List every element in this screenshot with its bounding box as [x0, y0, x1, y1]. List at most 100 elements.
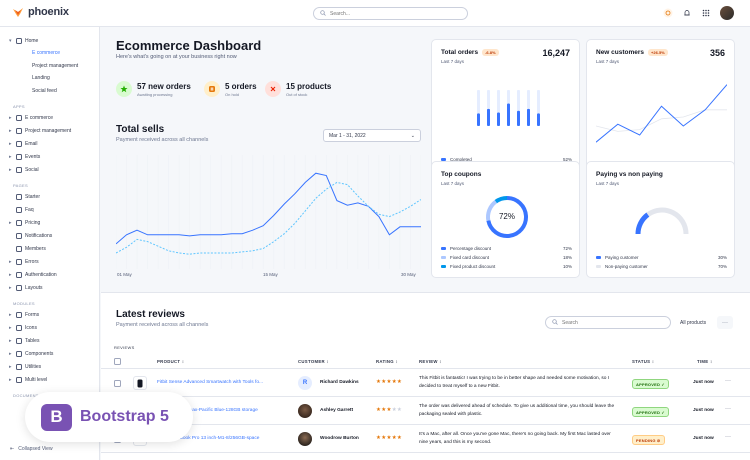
- reviews-search-input[interactable]: [562, 319, 662, 326]
- row-checkbox[interactable]: [114, 380, 121, 387]
- brand-logo[interactable]: phoenix: [12, 6, 69, 18]
- sidebar-item-notifications[interactable]: Notifications: [0, 229, 99, 242]
- sidebar-item-authentication[interactable]: ▸ Authentication: [0, 268, 99, 281]
- sidebar-item-icons[interactable]: ▸ Icons: [0, 321, 99, 334]
- row-actions-button[interactable]: ···: [725, 406, 731, 412]
- sidebar-item-faq[interactable]: Faq: [0, 203, 99, 216]
- customer-name[interactable]: Ashley Garrett: [320, 408, 354, 413]
- sidebar-item-members[interactable]: Members: [0, 242, 99, 255]
- stat-label: Out of stock: [286, 91, 308, 97]
- select-all-checkbox[interactable]: [114, 358, 121, 365]
- legend-value: 72%: [562, 246, 572, 251]
- sidebar-subitem-project-management[interactable]: Project management: [32, 62, 79, 69]
- legend-value: 10%: [562, 264, 572, 269]
- chevron-right-icon: ▸: [9, 337, 12, 344]
- home-icon: [16, 37, 22, 44]
- customer-avatar: [298, 432, 312, 446]
- row-actions-button[interactable]: ···: [725, 378, 731, 384]
- sidebar-item-starter[interactable]: Starter: [0, 190, 99, 203]
- column-header-rating[interactable]: RATING ↕: [376, 359, 398, 364]
- bell-icon[interactable]: [682, 8, 692, 18]
- sidebar-item-label: Errors: [25, 258, 39, 265]
- more-options-button[interactable]: ···: [717, 316, 733, 329]
- sidebar-item-components[interactable]: ▸ Components: [0, 347, 99, 360]
- compass-icon: [16, 193, 22, 200]
- column-header-time[interactable]: TIME ↕: [697, 359, 713, 364]
- sidebar-item-project-management[interactable]: ▸ Project management: [0, 124, 99, 137]
- sidebar-item-layouts[interactable]: ▸ Layouts: [0, 281, 99, 294]
- stat-on-hold: 5 orders On hold: [204, 81, 257, 97]
- rating-stars: ★★★★★: [376, 407, 403, 413]
- user-avatar[interactable]: [720, 6, 734, 20]
- series-line-1: [596, 109, 727, 132]
- review-time: Just now: [693, 408, 714, 413]
- sidebar-section-documentation: DOCUMENTATION: [13, 393, 52, 398]
- sidebar-item-errors[interactable]: ▸ Errors: [0, 255, 99, 268]
- search-icon: [320, 9, 326, 18]
- chevron-right-icon: ▸: [9, 376, 12, 383]
- change-badge: -6.8%: [482, 49, 499, 56]
- sidebar-item-utilities[interactable]: ▸ Utilities: [0, 360, 99, 373]
- chevron-right-icon: ▸: [9, 284, 12, 291]
- table-row: Apple MacBook Pro 13 inch-M1-8/256GB-spa…: [101, 425, 750, 453]
- legend-item: Fixed product discount 10%: [441, 264, 572, 269]
- global-search[interactable]: [313, 7, 468, 20]
- bar-completed: [507, 103, 510, 126]
- top-navbar: phoenix: [0, 0, 750, 27]
- sidebar-item-home[interactable]: ▾ Home: [0, 34, 99, 47]
- legend-item: Percentage discount 72%: [441, 246, 572, 251]
- chevron-right-icon: ▸: [9, 127, 12, 134]
- sidebar-subitem-ecommerce[interactable]: E commerce: [32, 50, 61, 57]
- column-header-review[interactable]: REVIEW ↕: [419, 359, 442, 364]
- product-thumbnail: [133, 376, 147, 390]
- new-customers-card: New customers+26.5% 356 Last 7 days 01 M…: [586, 39, 735, 180]
- sidebar-section-modules: MODULES: [13, 301, 35, 306]
- sidebar-item-forms[interactable]: ▸ Forms: [0, 308, 99, 321]
- row-actions-button[interactable]: ···: [725, 434, 731, 440]
- total-sells-subtitle: Payment received across all channels: [116, 137, 209, 143]
- sidebar-item-tables[interactable]: ▸ Tables: [0, 334, 99, 347]
- all-products-button[interactable]: All products: [680, 319, 707, 326]
- users-icon: [16, 245, 22, 252]
- global-search-input[interactable]: [330, 10, 460, 17]
- apps-grid-icon[interactable]: [701, 8, 711, 18]
- sidebar-item-multi-level[interactable]: ▸ Multi level: [0, 373, 99, 386]
- legend-value: 18%: [562, 255, 572, 260]
- customer-name[interactable]: Richard Dawkins: [320, 380, 359, 385]
- stat-out-of-stock: 15 products Out of stock: [265, 81, 331, 97]
- sidebar-subitem-landing[interactable]: Landing: [32, 75, 50, 82]
- product-link[interactable]: Fitbit Sense Advanced Smartwatch with To…: [157, 380, 264, 385]
- sidebar-subitem-social-feed[interactable]: Social feed: [32, 87, 57, 94]
- main-content: Ecommerce Dashboard Here's what's going …: [101, 27, 750, 460]
- pause-icon: [204, 81, 220, 97]
- review-time: Just now: [693, 436, 714, 441]
- sidebar-item-ecommerce[interactable]: ▸ E commerce: [0, 111, 99, 124]
- bar-pending: [497, 90, 500, 113]
- customer-name[interactable]: Woodrow Burton: [320, 436, 359, 441]
- sidebar-item-events[interactable]: ▸ Events: [0, 150, 99, 163]
- legend-swatch: [441, 247, 446, 250]
- status-badge: PENDING ⊘: [632, 435, 665, 445]
- product-link[interactable]: Apple MacBook Pro 13 inch-M1-8/256GB-spa…: [157, 436, 260, 441]
- sidebar-item-email[interactable]: ▸ Email: [0, 137, 99, 150]
- column-header-status[interactable]: STATUS ↕: [632, 359, 655, 364]
- collapse-sidebar-button[interactable]: ⇤ Collapsed View: [10, 446, 53, 452]
- bootstrap-logo-icon: B: [41, 403, 72, 431]
- x-circle-icon: [265, 81, 281, 97]
- column-header-customer[interactable]: CUSTOMER ↕: [298, 359, 329, 364]
- date-range-select[interactable]: Mar 1 - 31, 2022 ⌄: [323, 129, 421, 142]
- sun-icon[interactable]: [663, 8, 673, 18]
- total-sells-title: Total sells: [116, 124, 165, 135]
- sidebar: ▾ Home E commerce Project management Land…: [0, 27, 100, 460]
- product-link[interactable]: iPhone 13 pro max-Pacific Blue-128GB sto…: [157, 408, 258, 413]
- sidebar-item-social[interactable]: ▸ Social: [0, 163, 99, 176]
- reviews-search[interactable]: [545, 316, 671, 329]
- total-sells-chart: [116, 155, 421, 269]
- paying-gauge: [635, 207, 689, 235]
- stat-value: 57 new orders: [137, 81, 191, 91]
- bar-pending: [487, 90, 490, 109]
- file-icon: [16, 311, 22, 318]
- new-customers-chart: [596, 84, 727, 143]
- sidebar-item-pricing[interactable]: ▸ Pricing: [0, 216, 99, 229]
- column-header-product[interactable]: PRODUCT ↕: [157, 359, 185, 364]
